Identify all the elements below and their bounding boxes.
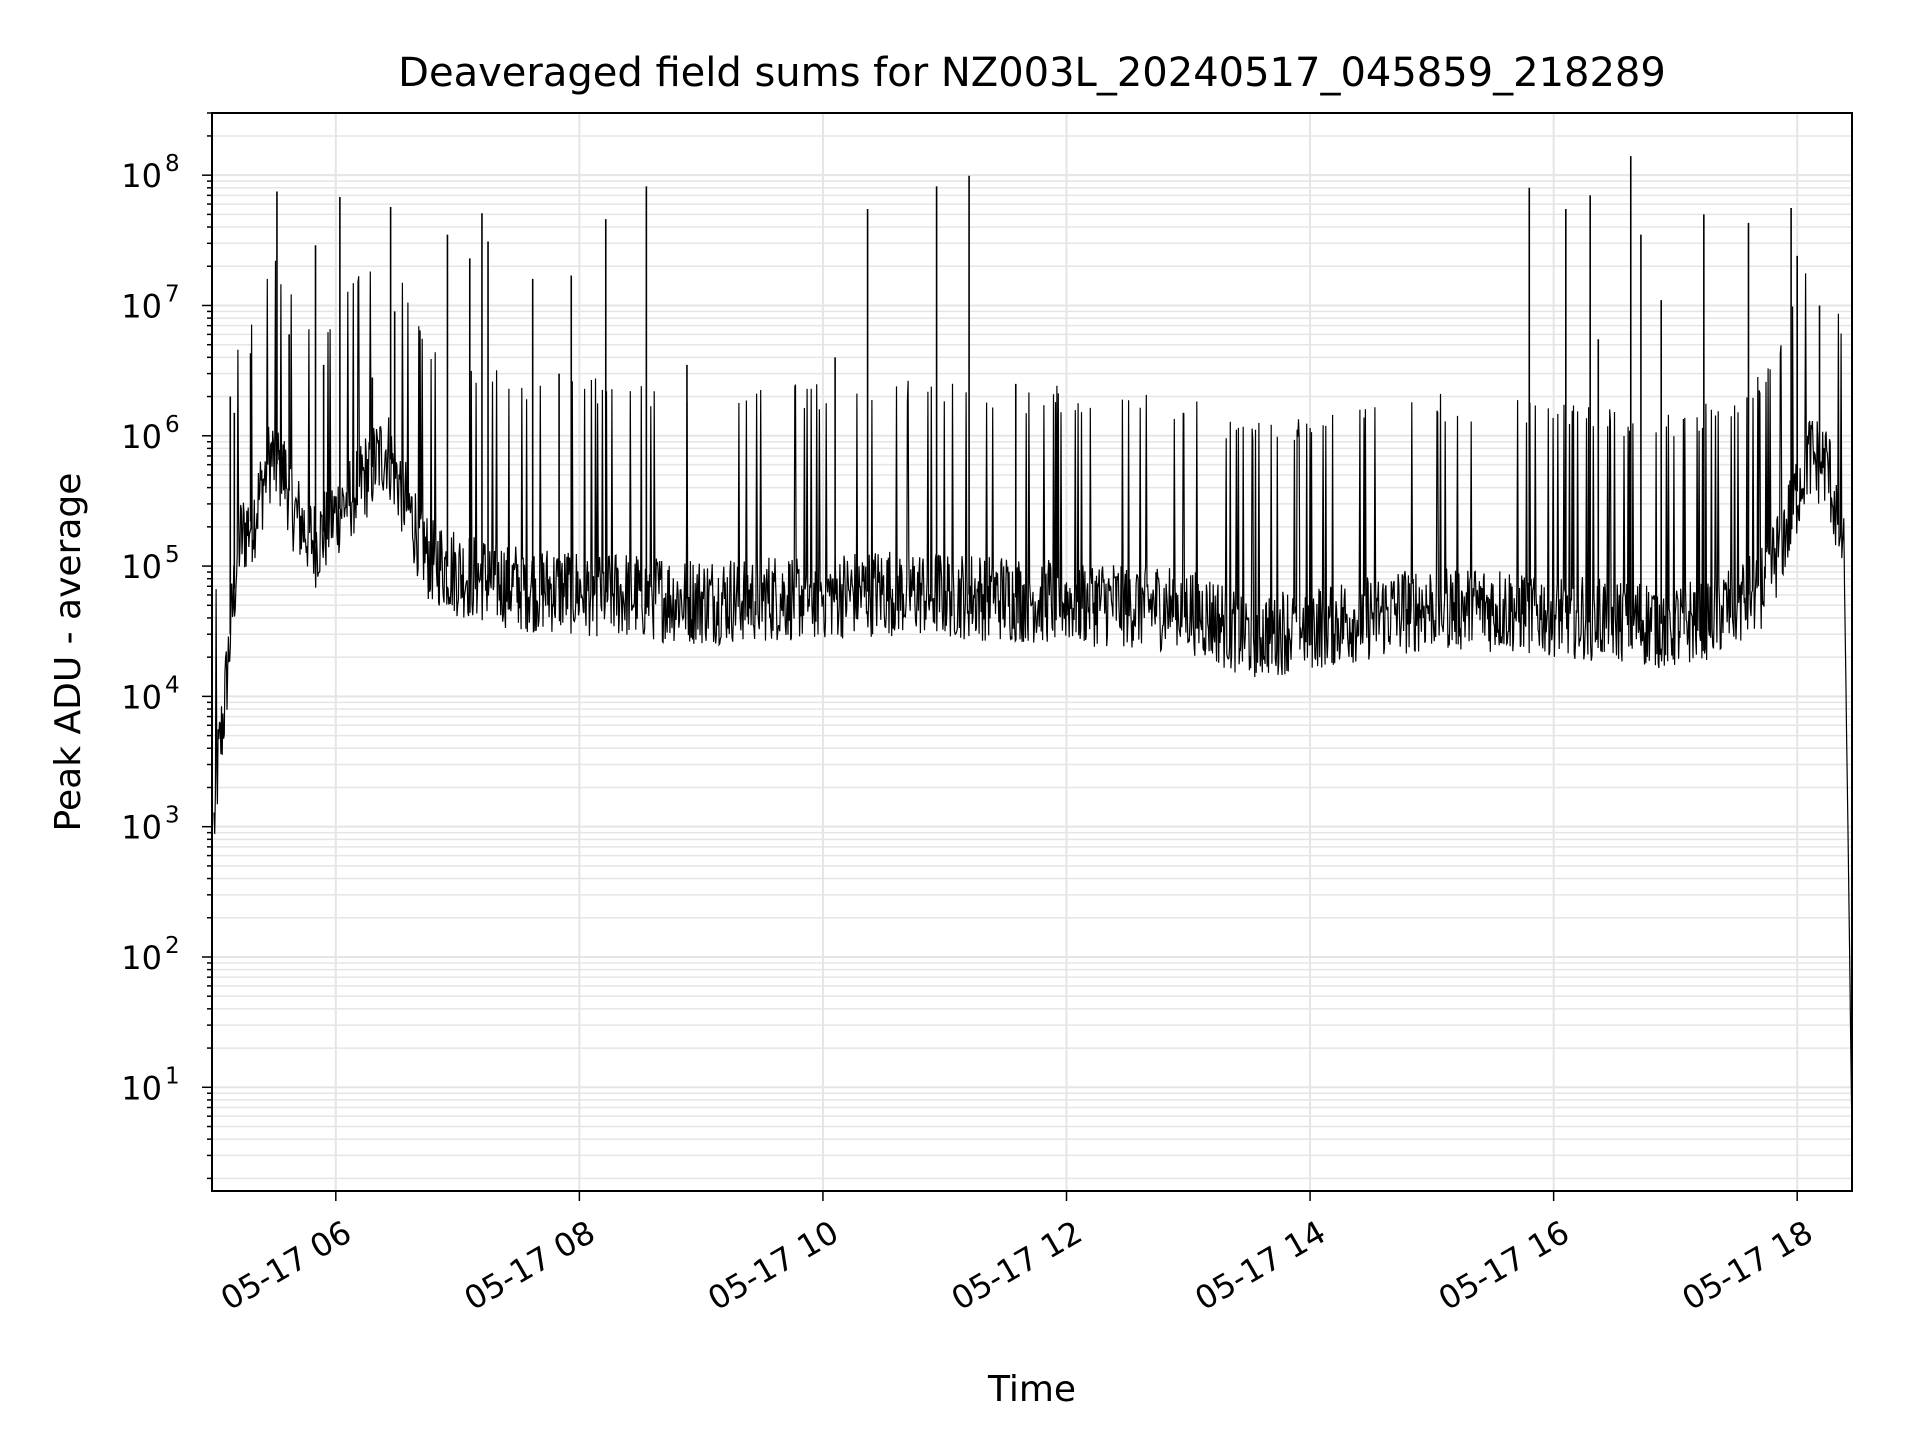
y-tick-label-exponent: 2 bbox=[165, 933, 180, 959]
y-tick-label: 10 bbox=[121, 678, 162, 716]
y-tick-label: 10 bbox=[121, 157, 162, 195]
y-tick-label-exponent: 4 bbox=[165, 672, 180, 698]
series-layer bbox=[213, 156, 1853, 1140]
y-tick-label-exponent: 7 bbox=[165, 281, 180, 307]
y-tick-label: 10 bbox=[121, 418, 162, 456]
y-tick-label-exponent: 8 bbox=[165, 151, 180, 177]
y-tick-label-exponent: 6 bbox=[165, 412, 180, 438]
y-tick-label: 10 bbox=[121, 548, 162, 586]
y-tick-label-exponent: 5 bbox=[165, 542, 180, 568]
y-tick-label-exponent: 1 bbox=[165, 1063, 180, 1089]
y-tick-label: 10 bbox=[121, 1069, 162, 1107]
axes-frame bbox=[211, 112, 1853, 1192]
y-tick-label: 10 bbox=[121, 939, 162, 977]
x-axis-label: Time bbox=[987, 1369, 1076, 1410]
y-tick-label: 10 bbox=[121, 287, 162, 325]
y-tick-label-exponent: 3 bbox=[165, 803, 180, 829]
y-tick-label: 10 bbox=[121, 809, 162, 847]
chart-title: Deaveraged field sums for NZ003L_2024051… bbox=[398, 50, 1666, 96]
y-axis-label: Peak ADU - average bbox=[48, 473, 89, 832]
data-series-line bbox=[213, 260, 1853, 1140]
